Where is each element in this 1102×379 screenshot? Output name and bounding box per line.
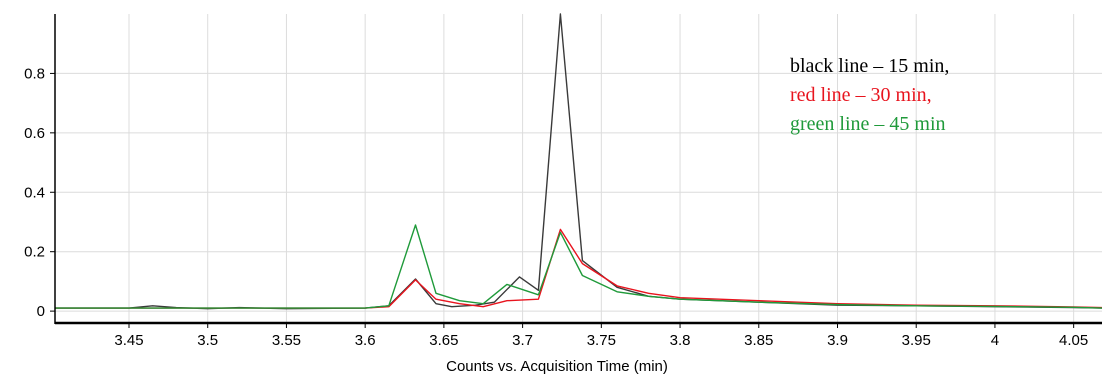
y-tick-label: 0.8 [24, 65, 45, 82]
x-tick-label: 3.5 [197, 332, 218, 349]
x-tick-label: 3.9 [827, 332, 848, 349]
tick-label-layer: 3.45 3.5 3.55 3.6 3.65 3.7 3.75 3.8 3.85 3.9 3.95 4… [24, 65, 1088, 349]
x-tick-label: 3.65 [429, 332, 458, 349]
legend-entry-1: black line – 15 min, [790, 55, 949, 77]
y-tick-label: 0 [37, 303, 45, 320]
grid-layer [55, 14, 1102, 323]
x-tick-label: 3.75 [587, 332, 616, 349]
series-layer [55, 13, 1102, 310]
axis-layer [50, 14, 1102, 328]
legend-entry-3: green line – 45 min [790, 113, 946, 135]
x-axis-title: Counts vs. Acquisition Time (min) [446, 358, 668, 374]
x-tick-label: 3.8 [670, 332, 691, 349]
x-tick-label: 3.55 [272, 332, 301, 349]
x-tick-label: 3.85 [744, 332, 773, 349]
x-tick-label: 3.95 [902, 332, 931, 349]
x-tick-label: 3.6 [355, 332, 376, 349]
series-line-3 [55, 224, 1102, 309]
legend-entry-2: red line – 30 min, [790, 84, 932, 106]
y-tick-label: 0.2 [24, 244, 45, 261]
y-tick-label: 0.4 [24, 184, 45, 201]
x-tick-label: 3.7 [512, 332, 533, 349]
x-tick-label: 4.05 [1059, 332, 1088, 349]
legend: black line – 15 min, red line – 30 min, gr… [790, 55, 949, 135]
x-tick-label: 4 [991, 332, 999, 349]
x-tick-label: 3.45 [114, 332, 143, 349]
y-tick-label: 0.6 [24, 125, 45, 142]
